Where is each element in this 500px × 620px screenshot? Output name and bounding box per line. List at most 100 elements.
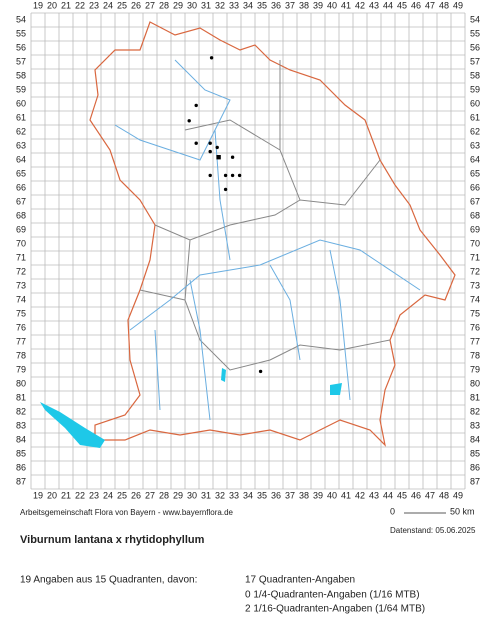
dot — [194, 141, 198, 145]
column-label: 24 — [103, 0, 113, 10]
column-label: 32 — [215, 490, 225, 500]
scale-start: 0 — [390, 506, 395, 516]
row-label: 64 — [16, 154, 26, 164]
row-label: 86 — [470, 462, 480, 472]
dot — [209, 56, 214, 60]
row-label: 84 — [470, 434, 480, 444]
row-label: 85 — [16, 448, 26, 458]
column-label: 42 — [355, 490, 365, 500]
column-label: 42 — [355, 0, 365, 10]
row-label: 72 — [470, 266, 480, 276]
row-label: 57 — [470, 56, 480, 66]
column-label: 43 — [369, 0, 379, 10]
column-label: 36 — [271, 0, 281, 10]
column-label: 39 — [313, 490, 323, 500]
column-label: 27 — [145, 0, 155, 10]
column-label: 33 — [229, 490, 239, 500]
dot — [208, 149, 212, 154]
column-label: 34 — [243, 490, 253, 500]
column-label: 49 — [453, 490, 463, 500]
column-label: 27 — [145, 490, 155, 500]
row-label: 82 — [16, 406, 26, 416]
row-label: 63 — [470, 140, 480, 150]
column-label: 37 — [285, 0, 295, 10]
rivers — [114, 59, 421, 421]
row-label: 55 — [470, 28, 480, 38]
column-label: 40 — [327, 490, 337, 500]
detail: 0 1/4-Quadranten-Angaben (1/16 MTB) — [245, 590, 420, 601]
row-label: 78 — [16, 350, 26, 360]
detail: 2 1/16-Quadranten-Angaben (1/64 MTB) — [245, 604, 425, 615]
row-label: 81 — [470, 392, 480, 402]
row-label: 54 — [16, 14, 26, 24]
column-label: 47 — [425, 0, 435, 10]
column-label: 37 — [285, 490, 295, 500]
row-label: 83 — [16, 420, 26, 430]
column-label: 35 — [257, 490, 267, 500]
row-label: 79 — [16, 364, 26, 374]
summary: 19 Angaben aus 15 Quadranten, davon: — [20, 575, 197, 586]
row-label: 87 — [16, 476, 26, 486]
column-label: 31 — [201, 0, 211, 10]
row-label: 68 — [470, 210, 480, 220]
row-label: 69 — [16, 224, 26, 234]
column-label: 30 — [187, 0, 197, 10]
row-label: 68 — [16, 210, 26, 220]
row-label: 74 — [16, 294, 26, 304]
row-label: 59 — [16, 84, 26, 94]
row-label: 71 — [470, 252, 480, 262]
column-label: 34 — [243, 0, 253, 10]
row-label: 72 — [16, 266, 26, 276]
row-label: 60 — [16, 98, 26, 108]
row-label: 84 — [16, 434, 26, 444]
column-label: 31 — [201, 490, 211, 500]
dot — [230, 155, 235, 159]
column-label: 26 — [131, 490, 141, 500]
column-label: 24 — [103, 490, 113, 500]
row-label: 70 — [470, 238, 480, 248]
row-label: 80 — [470, 378, 480, 388]
row-label: 54 — [470, 14, 480, 24]
row-label: 69 — [470, 224, 480, 234]
column-label: 19 — [33, 0, 43, 10]
column-label: 19 — [33, 490, 43, 500]
row-label: 73 — [470, 280, 480, 290]
column-label: 40 — [327, 0, 337, 10]
row-label: 74 — [470, 294, 480, 304]
column-label: 29 — [173, 0, 183, 10]
row-label: 56 — [16, 42, 26, 52]
row-label: 81 — [16, 392, 26, 402]
column-label: 48 — [439, 0, 449, 10]
row-label: 67 — [470, 196, 480, 206]
column-label: 43 — [369, 490, 379, 500]
column-label: 21 — [61, 490, 71, 500]
row-label: 66 — [16, 182, 26, 192]
region-outline — [89, 21, 456, 447]
date: Datenstand: 05.06.2025 — [390, 526, 476, 535]
row-label: 58 — [16, 70, 26, 80]
row-label: 65 — [16, 168, 26, 178]
dot — [187, 119, 191, 123]
column-label: 44 — [383, 0, 393, 10]
column-label: 46 — [411, 0, 421, 10]
row-label: 86 — [16, 462, 26, 472]
column-label: 29 — [173, 490, 183, 500]
row-label: 60 — [470, 98, 480, 108]
row-label: 78 — [470, 350, 480, 360]
column-label: 35 — [257, 0, 267, 10]
column-label: 23 — [89, 0, 99, 10]
grid: 19 19 20 20 21 21 22 22 23 23 24 24 25 25 26 26 27 27 28 28… — [16, 0, 480, 500]
dot — [208, 173, 212, 178]
dot — [237, 173, 242, 178]
dot — [230, 173, 235, 178]
row-label: 80 — [16, 378, 26, 388]
column-label: 20 — [47, 490, 57, 500]
row-label: 71 — [16, 252, 26, 262]
row-label: 64 — [470, 154, 480, 164]
row-label: 85 — [470, 448, 480, 458]
row-label: 76 — [470, 322, 480, 332]
dot — [223, 187, 228, 192]
column-label: 39 — [313, 0, 323, 10]
column-label: 28 — [159, 0, 169, 10]
